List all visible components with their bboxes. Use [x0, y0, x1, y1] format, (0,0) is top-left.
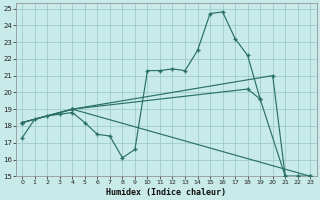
X-axis label: Humidex (Indice chaleur): Humidex (Indice chaleur): [106, 188, 226, 197]
